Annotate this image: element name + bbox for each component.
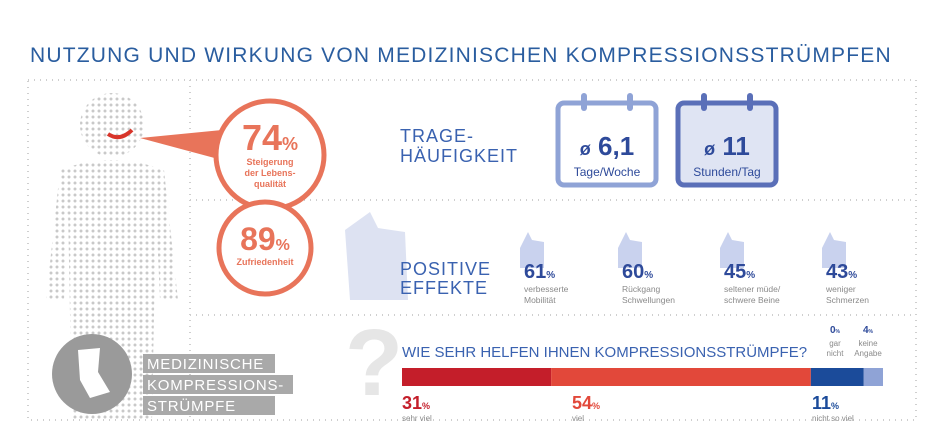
prefix: ø xyxy=(704,139,715,159)
smile xyxy=(106,128,134,140)
frequency-label: Tage/Woche xyxy=(574,165,641,179)
answer-label: viel xyxy=(572,414,584,421)
calendar-ring xyxy=(747,93,753,111)
stat-value: 60% xyxy=(622,261,653,283)
stat-value: 74% xyxy=(242,117,298,158)
value: 0 xyxy=(830,325,836,336)
calendar-ring xyxy=(627,93,633,111)
frequency-value: ø 11 xyxy=(704,131,750,161)
value: 74 xyxy=(242,117,282,158)
unit: % xyxy=(746,270,755,281)
effect-label: Schwellungen xyxy=(622,295,675,305)
answer-label: nicht xyxy=(827,349,845,358)
answer-bar xyxy=(810,368,864,386)
calendar-ring xyxy=(701,93,707,111)
value: 43 xyxy=(826,261,848,283)
speech-pointer xyxy=(140,130,222,160)
effect-label: Rückgang xyxy=(622,284,661,294)
stat-value: 43% xyxy=(826,261,857,283)
question-mark: ? xyxy=(345,310,403,416)
effect-label: Mobilität xyxy=(524,295,556,305)
stat-value: 54% xyxy=(572,393,600,413)
product-label: STRÜMPFE xyxy=(147,397,236,415)
question: WIE SEHR HELFEN IHNEN KOMPRESSIONSSTRÜMP… xyxy=(402,343,807,361)
effect-label: weniger xyxy=(825,284,856,294)
section-heading: TRAGE- xyxy=(400,126,474,146)
value: 54 xyxy=(572,393,592,413)
big-thumb xyxy=(345,212,408,300)
value: 45 xyxy=(724,261,746,283)
value: 6,1 xyxy=(598,131,634,161)
stat-label: Steigerung xyxy=(246,157,293,167)
product-label: KOMPRESSIONS- xyxy=(147,377,284,394)
product-label-bg xyxy=(143,354,275,373)
unit: % xyxy=(422,401,430,411)
thumb-icon xyxy=(720,232,744,268)
value: 60 xyxy=(622,261,644,283)
section-heading: HÄUFIGKEIT xyxy=(400,146,518,166)
stat-value: 89% xyxy=(240,221,290,257)
thumb-icon xyxy=(520,232,544,268)
product-label-bg xyxy=(143,396,275,415)
answer-label: keine xyxy=(858,339,878,348)
unit: % xyxy=(276,237,290,254)
product-label-bg xyxy=(143,375,293,394)
effect-label: Schmerzen xyxy=(826,295,869,305)
logo-stocking xyxy=(78,348,110,398)
unit: % xyxy=(644,270,653,281)
answer-label: Angabe xyxy=(854,349,882,358)
value: 11 xyxy=(812,393,831,413)
answer-bar xyxy=(863,368,883,386)
section-heading: POSITIVE xyxy=(400,259,491,279)
value: 89 xyxy=(240,221,276,257)
stat-label: der Lebens- xyxy=(244,168,295,178)
title: NUTZUNG UND WIRKUNG VON MEDIZINISCHEN KO… xyxy=(30,44,892,67)
stat-value: 0% xyxy=(830,325,841,336)
frequency-value: ø 6,1 xyxy=(580,131,634,161)
unit: % xyxy=(282,134,298,154)
value: 4 xyxy=(863,325,869,336)
frame xyxy=(27,79,917,421)
effect-label: verbesserte xyxy=(524,284,569,294)
stat-value: 11% xyxy=(812,393,839,413)
answer-label: nicht so viel xyxy=(812,414,854,421)
answer-label: gar xyxy=(829,339,841,348)
stat-value: 61% xyxy=(524,261,555,283)
unit: % xyxy=(831,401,839,411)
calendar xyxy=(555,100,659,188)
effect-label: schwere Beine xyxy=(724,295,780,305)
value: 11 xyxy=(722,131,750,161)
stat-circle xyxy=(216,199,314,297)
stat-label: Zufriedenheit xyxy=(236,257,293,267)
thumb-icon xyxy=(822,232,846,268)
unit: % xyxy=(546,270,555,281)
prefix: ø xyxy=(580,139,591,159)
answer-bar xyxy=(551,368,811,386)
section-heading: EFFEKTE xyxy=(400,278,488,298)
value: 61 xyxy=(524,261,546,283)
effect-label: seltener müde/ xyxy=(724,284,781,294)
stat-value: 4% xyxy=(863,325,874,336)
answer-label: sehr viel xyxy=(402,414,432,421)
unit: % xyxy=(836,329,841,335)
unit: % xyxy=(592,401,600,411)
stat-label: qualität xyxy=(254,179,286,189)
unit: % xyxy=(848,270,857,281)
stat-value: 31% xyxy=(402,393,430,413)
value: 31 xyxy=(402,393,422,413)
thumb-icon xyxy=(618,232,642,268)
calendar-ring xyxy=(581,93,587,111)
unit: % xyxy=(869,329,874,335)
frequency-label: Stunden/Tag xyxy=(693,165,760,179)
calendar xyxy=(675,100,779,188)
product-label: MEDIZINISCHE xyxy=(147,356,264,373)
answer-bar xyxy=(402,368,552,386)
stat-value: 45% xyxy=(724,261,755,283)
